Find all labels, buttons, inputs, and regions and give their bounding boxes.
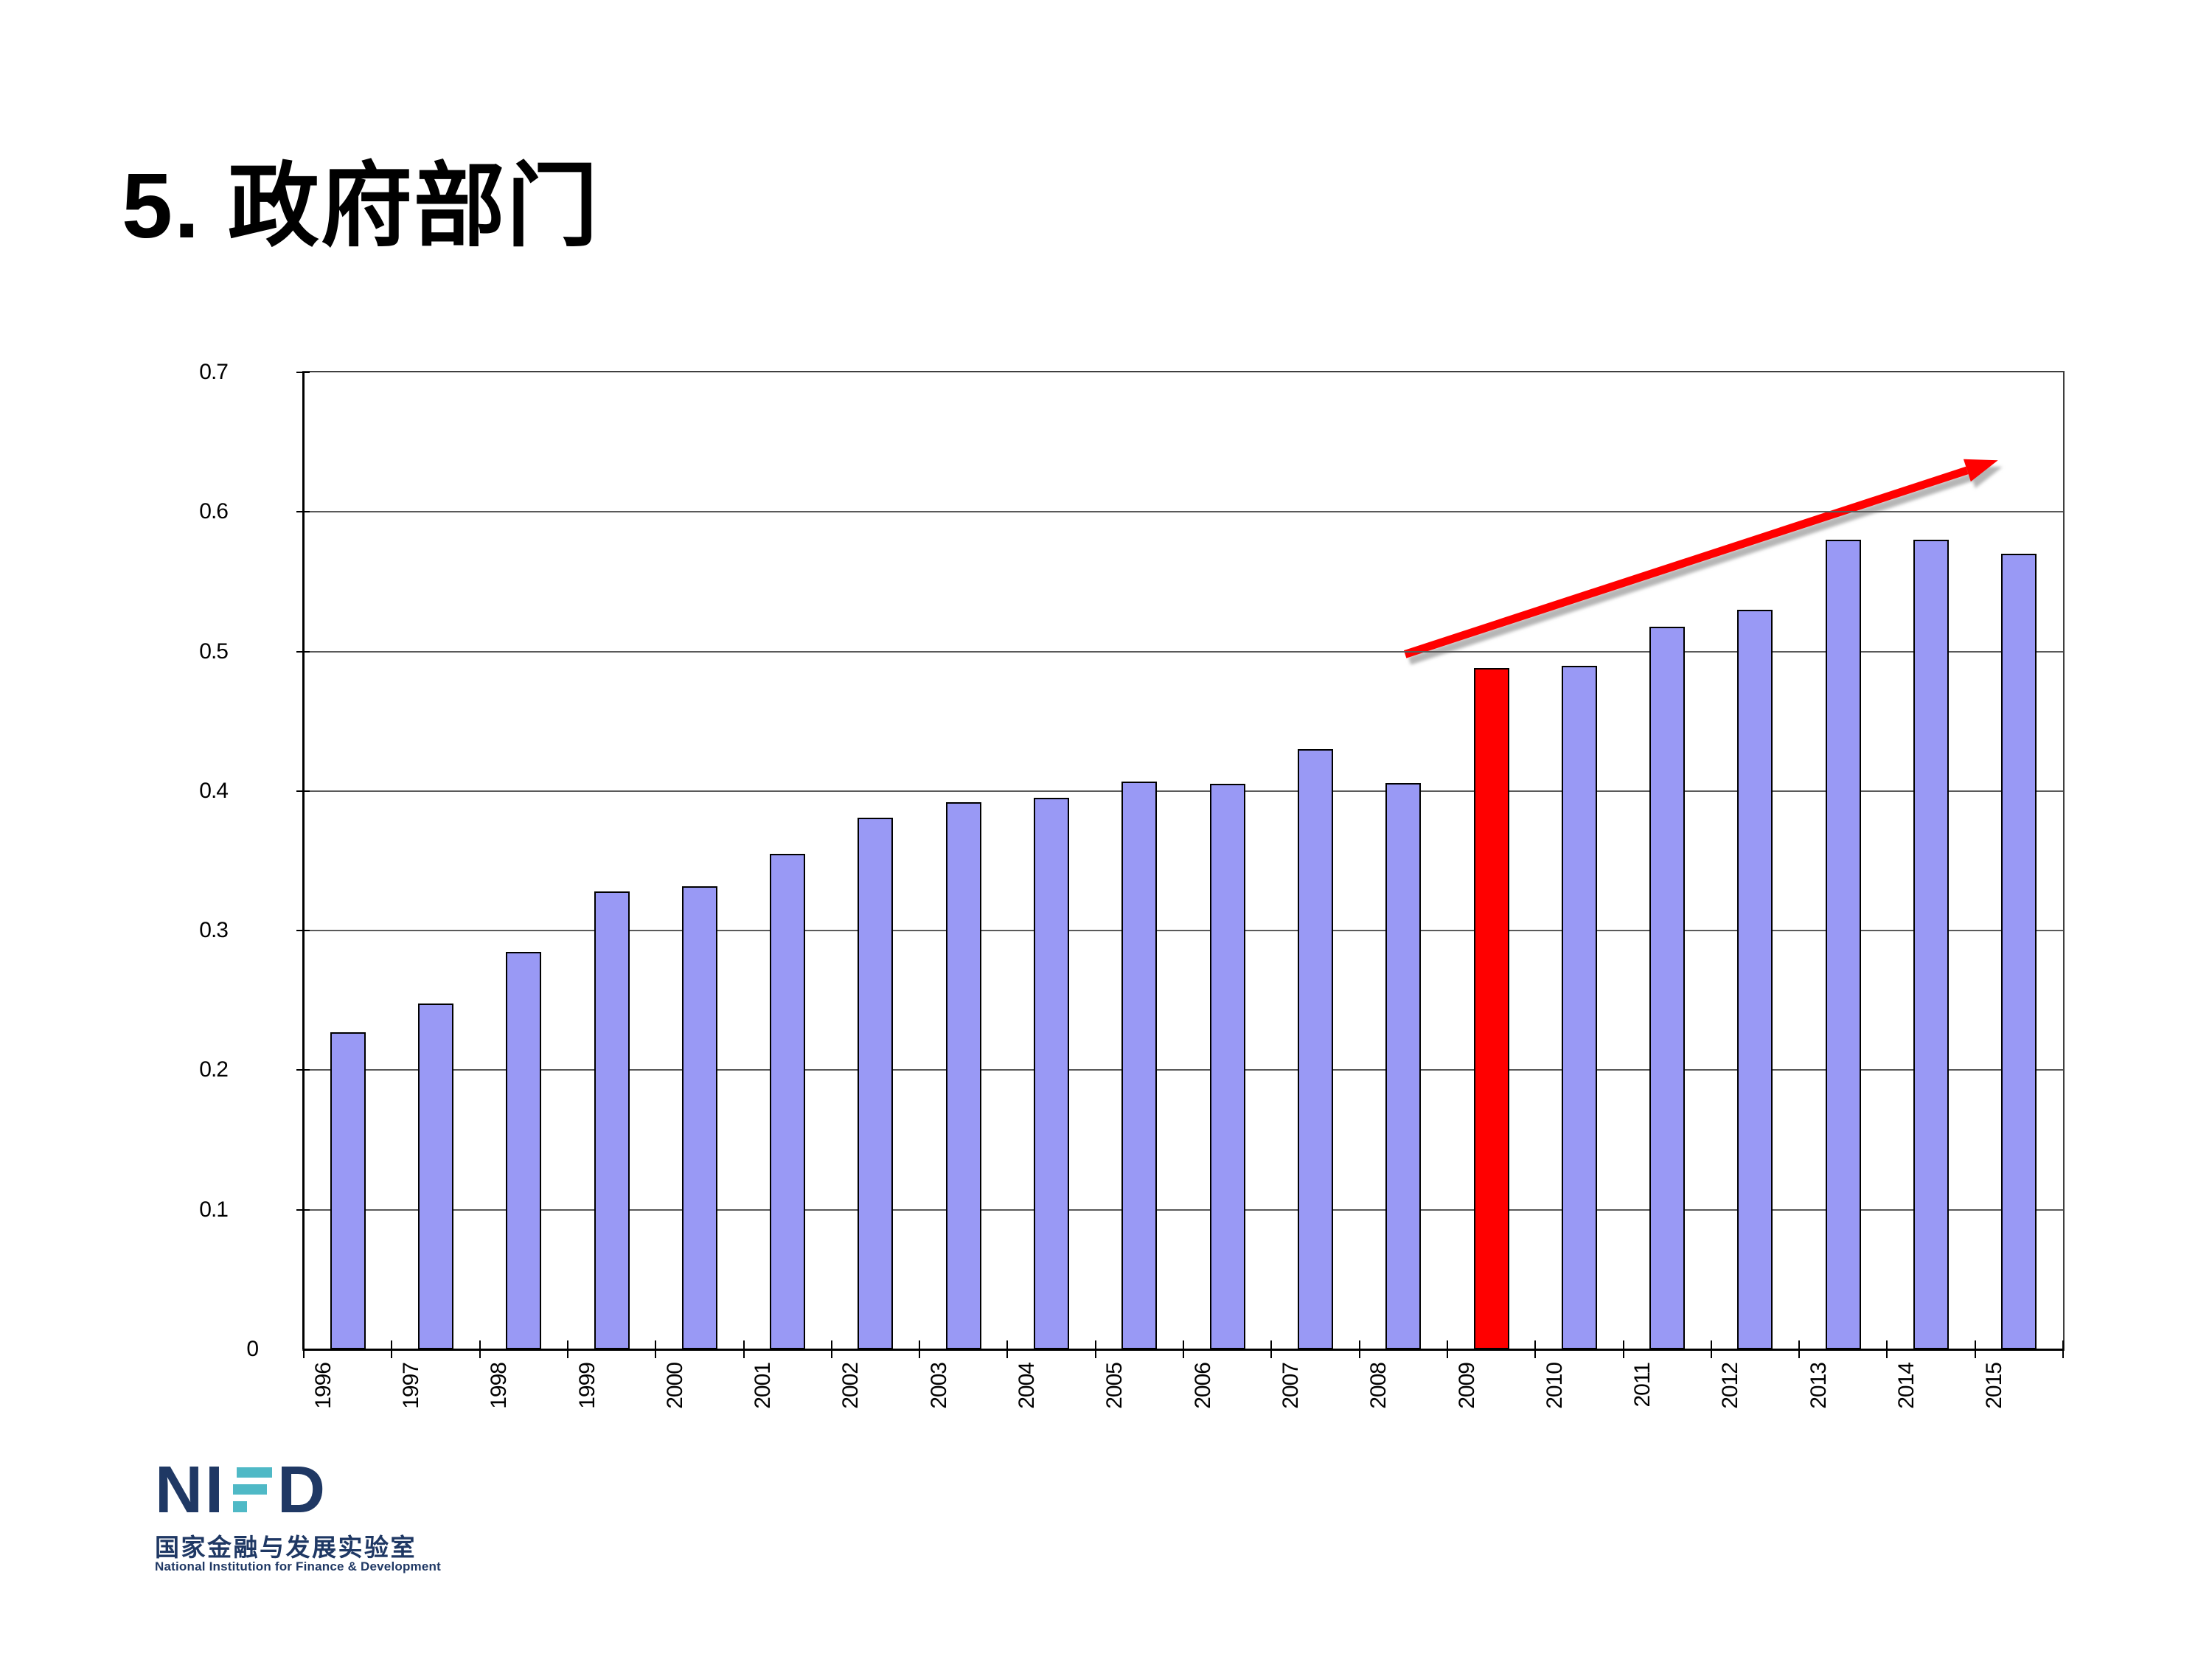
y-axis-tick (296, 1069, 310, 1071)
bar-2014 (1913, 540, 1950, 1349)
bar-2003 (945, 802, 981, 1349)
x-axis-label-2010: 2010 (1542, 1363, 1567, 1409)
nifd-logo: NI D 国家金融与发展实验室 National Institution for… (155, 1457, 441, 1573)
x-axis-label-1997: 1997 (398, 1363, 423, 1409)
logo-f-bottom-square (233, 1501, 247, 1512)
gridline (304, 511, 2063, 513)
y-axis-tick (296, 930, 310, 932)
x-axis-tick (479, 1340, 481, 1358)
x-axis-label-2002: 2002 (838, 1363, 863, 1409)
gridline (304, 1069, 2063, 1071)
x-axis-tick (1622, 1340, 1624, 1358)
x-axis-tick (391, 1340, 393, 1358)
x-axis-label-2015: 2015 (1982, 1363, 2007, 1409)
x-axis-label-2005: 2005 (1102, 1363, 1127, 1409)
x-axis-tick (1974, 1340, 1976, 1358)
x-axis-tick (1710, 1340, 1712, 1358)
x-axis-tick (1886, 1340, 1888, 1358)
bar-2001 (770, 854, 806, 1349)
x-axis-tick (742, 1340, 745, 1358)
plot-area (302, 371, 2065, 1351)
x-axis-label-2007: 2007 (1278, 1363, 1303, 1409)
x-axis-tick (1183, 1340, 1184, 1358)
x-axis-label-1998: 1998 (487, 1363, 512, 1409)
bar-2015 (2001, 554, 2037, 1349)
x-axis-tick (1534, 1340, 1537, 1358)
bar-2007 (1297, 749, 1333, 1349)
x-axis-tick (1006, 1340, 1009, 1358)
x-axis-label-2013: 2013 (1806, 1363, 1831, 1409)
x-axis-label-1999: 1999 (574, 1363, 599, 1409)
logo-letters-d: D (277, 1453, 327, 1527)
x-axis-label-2009: 2009 (1454, 1363, 1479, 1409)
x-axis-label-2008: 2008 (1366, 1363, 1391, 1409)
logo-f-middle-bar (233, 1484, 267, 1495)
x-axis-tick (2062, 1340, 2064, 1358)
logo-letters-ni: NI (155, 1453, 226, 1527)
y-axis-label: 0.2 (199, 1057, 229, 1082)
bar-2002 (858, 817, 894, 1349)
x-axis-label-2001: 2001 (751, 1363, 776, 1409)
y-axis-tick (296, 511, 310, 513)
bar-2005 (1121, 781, 1158, 1349)
y-axis-tick (296, 650, 310, 653)
y-axis-label: 0.1 (199, 1197, 229, 1222)
bar-1998 (506, 951, 542, 1349)
x-axis-tick (303, 1340, 305, 1358)
bar-2013 (1825, 540, 1861, 1349)
x-axis-tick (1798, 1340, 1801, 1358)
logo-f-top-bar (237, 1467, 272, 1478)
x-axis-label-2000: 2000 (662, 1363, 687, 1409)
bar-2010 (1561, 665, 1597, 1349)
bar-1996 (330, 1032, 366, 1349)
x-axis-tick (1358, 1340, 1360, 1358)
gridline (304, 650, 2063, 653)
bar-2008 (1385, 782, 1422, 1349)
gridline (304, 930, 2063, 932)
x-axis-tick (566, 1340, 568, 1358)
logo-chinese-name: 国家金融与发展实验室 (155, 1534, 417, 1561)
x-axis-label-1996: 1996 (310, 1363, 335, 1409)
x-axis-label-2011: 2011 (1630, 1363, 1655, 1408)
y-axis-label: 0.5 (199, 639, 229, 664)
x-axis-label-2004: 2004 (1015, 1363, 1040, 1409)
x-axis-tick (919, 1340, 921, 1358)
x-axis-label-2014: 2014 (1894, 1363, 1919, 1409)
y-axis-label: 0.7 (199, 360, 229, 384)
bar-1997 (417, 1003, 453, 1349)
bar-2009 (1473, 668, 1509, 1349)
x-axis-tick (1094, 1340, 1096, 1358)
logo-english-name: National Institution for Finance & Devel… (155, 1559, 441, 1573)
y-axis-label: 0.3 (199, 918, 229, 943)
logo-f-glyph (233, 1467, 272, 1512)
y-axis-label: 0.4 (199, 778, 229, 803)
page-title: 5. 政府部门 (122, 156, 599, 257)
x-axis-label-2012: 2012 (1718, 1363, 1743, 1409)
y-axis-tick (296, 372, 310, 373)
gridline (304, 790, 2063, 792)
x-axis-tick (1446, 1340, 1448, 1358)
y-axis-label: 0 (246, 1337, 259, 1361)
x-axis-label-2006: 2006 (1190, 1363, 1215, 1409)
trend-arrow (1403, 459, 1998, 658)
gridline (304, 1208, 2063, 1211)
x-axis-tick (1270, 1340, 1273, 1358)
x-axis-tick (830, 1340, 832, 1358)
bar-2004 (1034, 798, 1070, 1349)
bar-2000 (681, 886, 717, 1349)
x-axis-tick (655, 1340, 657, 1358)
y-axis-line (302, 372, 305, 1349)
bar-2011 (1649, 626, 1686, 1349)
y-axis-label: 0.6 (199, 499, 229, 524)
y-axis-tick (296, 1208, 310, 1211)
x-axis-label-2003: 2003 (926, 1363, 951, 1409)
bar-2012 (1737, 609, 1773, 1349)
y-axis-tick (296, 790, 310, 792)
logo-wordmark: NI D (155, 1457, 327, 1523)
bar-1999 (594, 891, 630, 1349)
bar-2006 (1209, 784, 1245, 1349)
